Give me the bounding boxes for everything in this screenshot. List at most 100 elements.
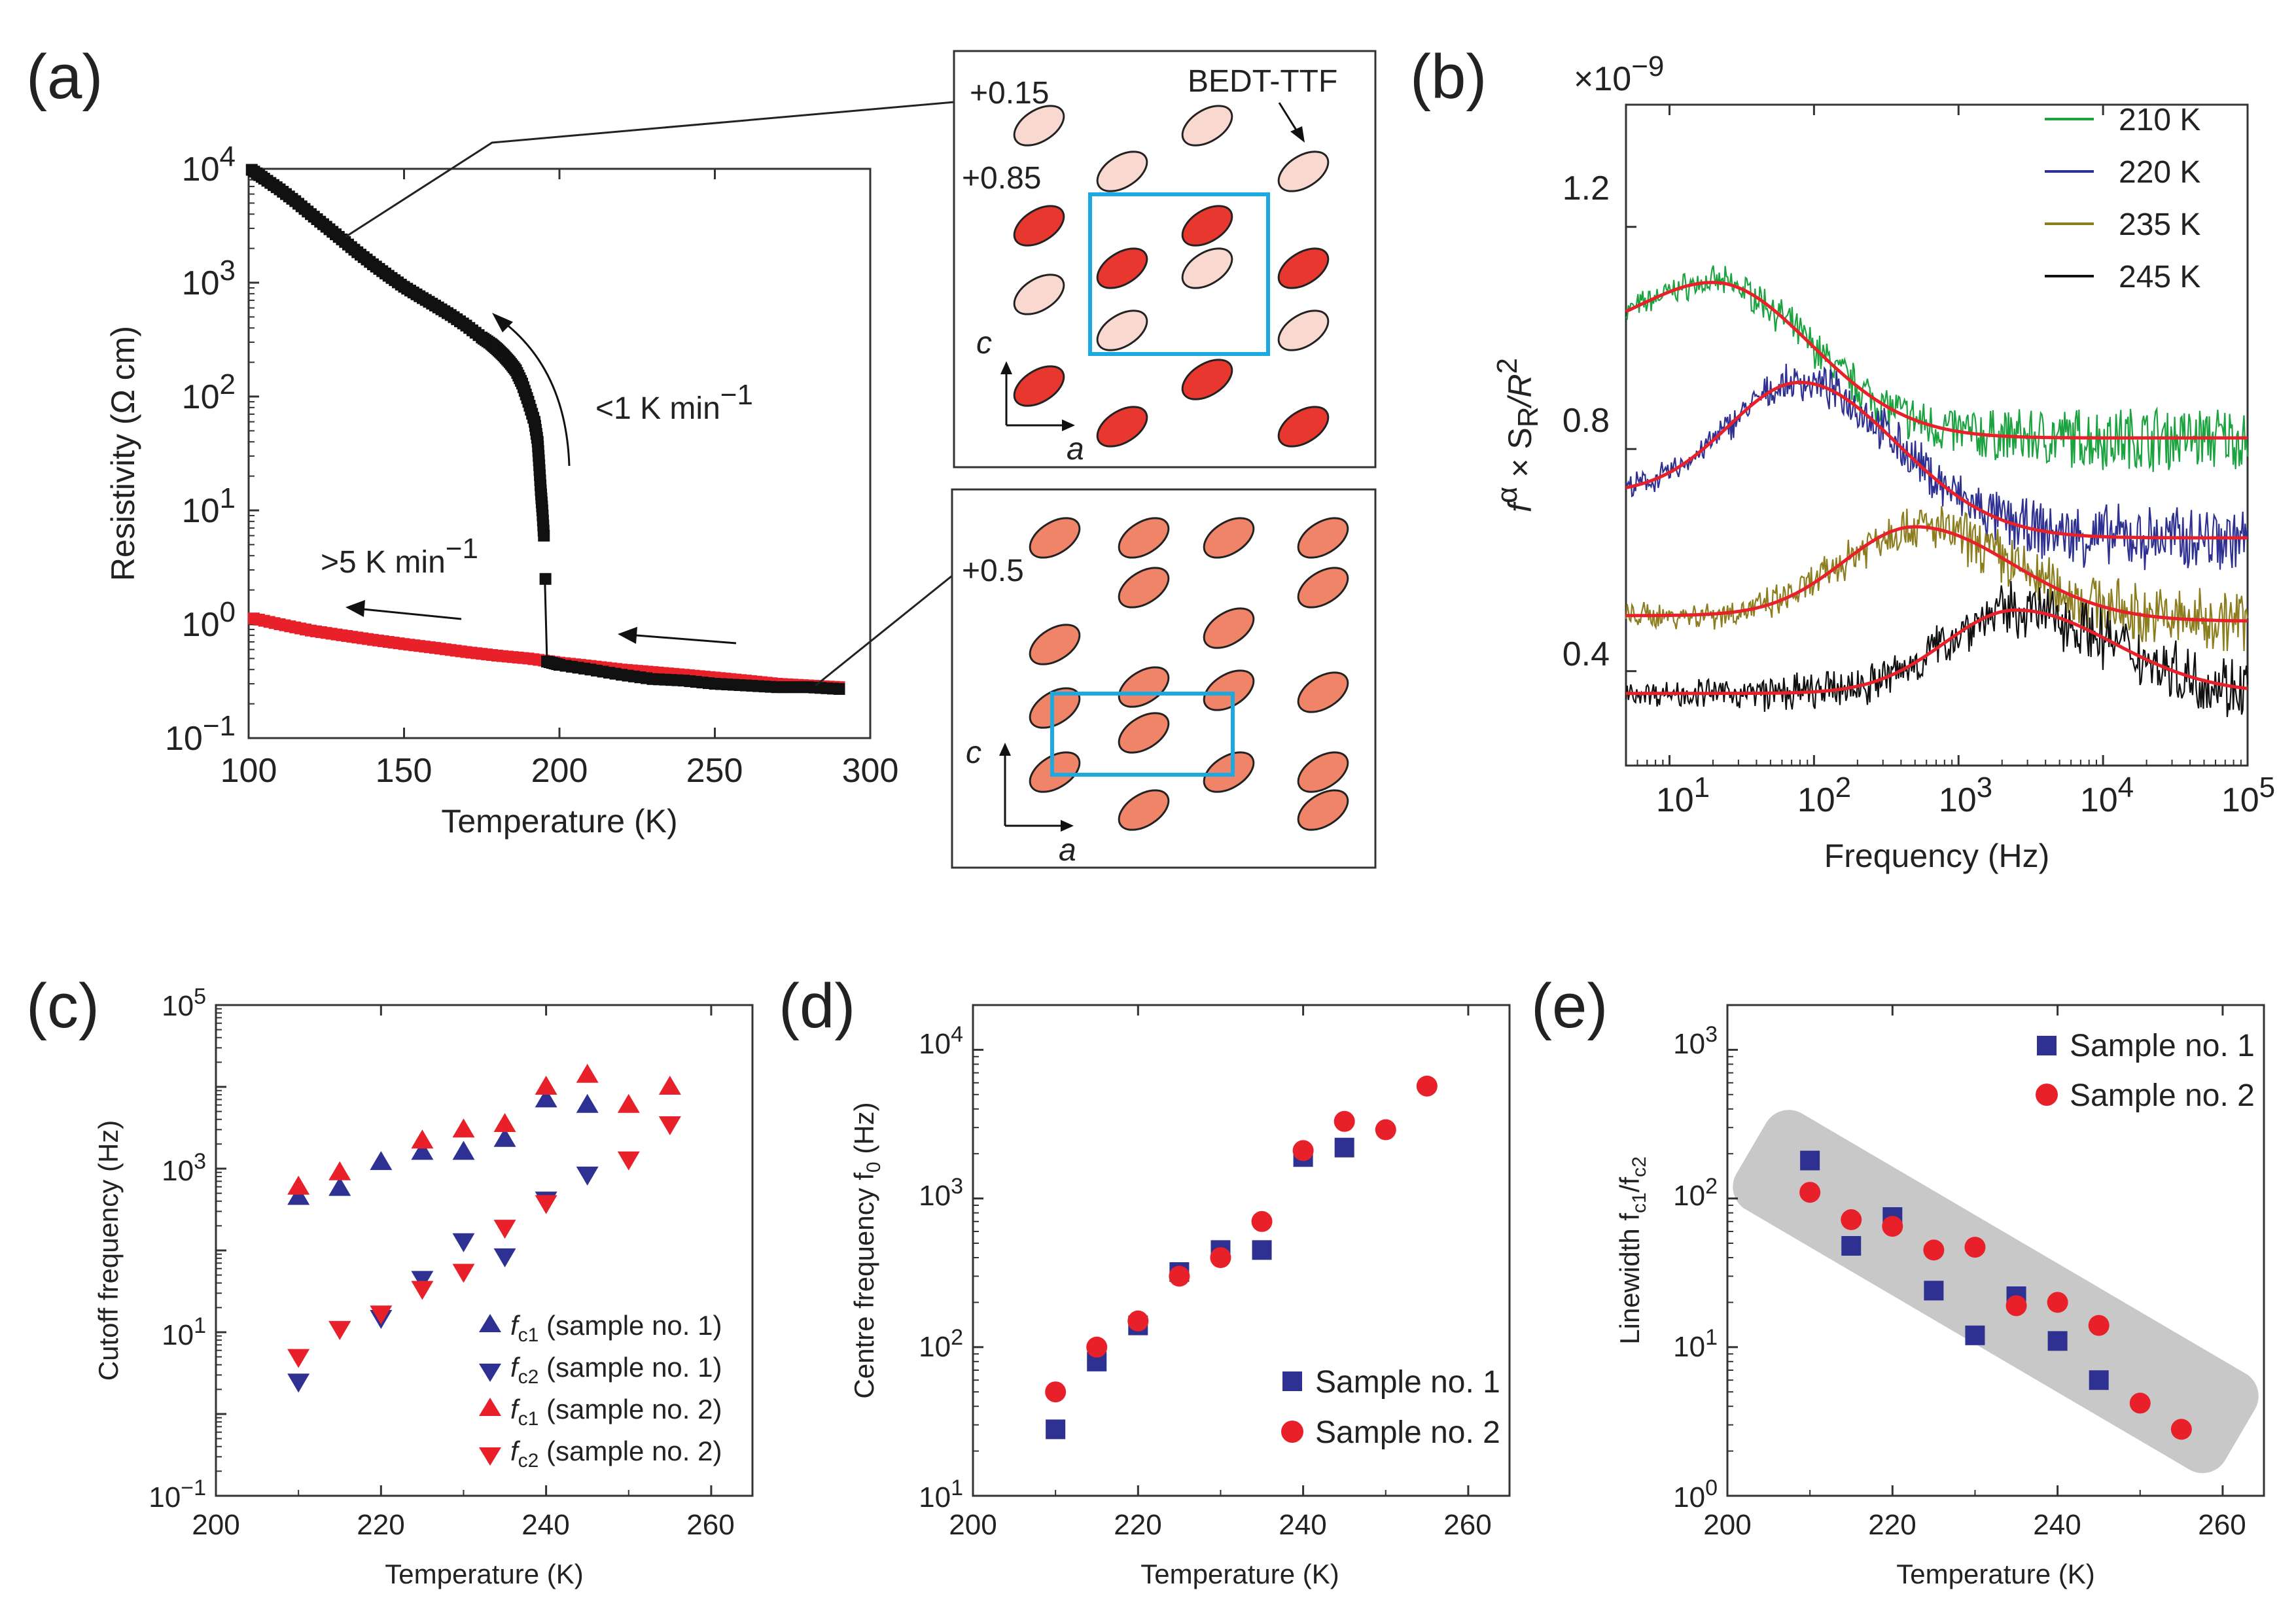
panel-c-label: (c) (26, 971, 99, 1041)
c-axis-head-bottom (999, 743, 1011, 756)
panel-c-point-down (370, 1305, 393, 1325)
panel-c-point-up (493, 1127, 516, 1147)
panel-e-point-circle (1882, 1216, 1903, 1237)
panel-c-point-down (287, 1349, 310, 1368)
panel-e-x-ticks: 200 220 240 260 (1703, 1509, 2246, 1541)
panel-c-legend: fc1 (sample no. 1) fc2 (sample no. 1) fc… (479, 1310, 722, 1472)
legend-c-marker-3 (479, 1398, 501, 1416)
panel-a-label: (a) (26, 42, 103, 112)
panel-d-point-circle (1292, 1140, 1314, 1161)
legend-c-item-3: fc1 (sample no. 2) (510, 1394, 722, 1430)
legend-e-sample-2: Sample no. 2 (2070, 1078, 2255, 1113)
panel-d-point-square (1046, 1419, 1066, 1440)
panel-e-point-square (1924, 1281, 1944, 1301)
panel-c-point-up (411, 1140, 434, 1160)
legend-d-sample-1: Sample no. 1 (1315, 1365, 1500, 1400)
panel-c-point-up (328, 1161, 351, 1180)
panel-d-centre-frequency: (d) 200 220 240 260 104 103 102 101 Temp… (779, 971, 1511, 1589)
panel-e-point-circle (1923, 1239, 1945, 1261)
panel-b-xtick: 102 (1797, 771, 1851, 819)
legend-235k: 235 K (2119, 207, 2200, 242)
panel-d-point-circle (1045, 1381, 1067, 1403)
bedt-ttf-molecule (1297, 751, 1349, 793)
inset-top-unit-cell (1088, 192, 1270, 356)
panel-c-point-down (535, 1195, 557, 1214)
bedt-ttf-molecule (1029, 517, 1081, 559)
panel-c-xtick: 240 (521, 1509, 569, 1541)
panel-b-xtick: 101 (1656, 771, 1710, 819)
bedt-ttf-molecule (1297, 671, 1349, 713)
panel-a-tick-marks (249, 169, 716, 738)
fast-arrow-left (356, 607, 462, 620)
resistivity-slow-point (245, 164, 258, 176)
bedt-ttf-molecule (1118, 567, 1170, 609)
panel-e-legend: Sample no. 1 Sample no. 2 (2036, 1029, 2255, 1113)
legend-c-item-4: fc2 (sample no. 2) (510, 1436, 722, 1472)
bedt-ttf-label: BEDT-TTF (1188, 64, 1337, 99)
panel-a-series (245, 164, 845, 738)
panel-e-point-square (1841, 1236, 1862, 1256)
panel-d-point-circle (1416, 1075, 1438, 1097)
bedt-ttf-molecule (1181, 205, 1233, 247)
panel-d-point-circle (1169, 1265, 1190, 1287)
bedt-ttf-molecule (1013, 274, 1065, 315)
panel-d-ytick: 102 (919, 1325, 963, 1363)
slow-cooling-arrow (497, 316, 571, 467)
panel-c-point-up (658, 1076, 681, 1095)
panel-e-xtick: 260 (2198, 1509, 2246, 1541)
panel-d-xtick: 200 (949, 1509, 997, 1541)
bedt-ttf-molecule (1203, 607, 1255, 649)
panel-e-xtick: 220 (1868, 1509, 1916, 1541)
charge-085-label: +0.85 (962, 161, 1041, 196)
bedt-ttf-molecule (1096, 309, 1148, 351)
bedt-ttf-molecule (1277, 150, 1330, 192)
resistivity-slow-point (539, 573, 552, 585)
panel-e-point-circle (1841, 1209, 1862, 1231)
panel-b-ytick: 1.2 (1563, 169, 1610, 207)
legend-d-square (1282, 1371, 1302, 1391)
panel-e-point-square (2089, 1370, 2109, 1390)
panel-c-points (287, 1063, 681, 1393)
panel-b-xtick: 103 (1939, 771, 1992, 819)
panel-c-point-up (576, 1063, 599, 1083)
legend-220k: 220 K (2119, 155, 2200, 190)
bedt-ttf-molecule (1203, 517, 1255, 559)
a-axis-label: a (1067, 432, 1084, 467)
panel-a-xtick: 150 (376, 752, 433, 790)
panel-c-ytick: 103 (162, 1149, 206, 1187)
legend-c-marker-1 (479, 1314, 501, 1332)
panel-e-xlabel: Temperature (K) (1896, 1559, 2094, 1589)
bedt-ttf-molecule (1096, 150, 1148, 192)
panel-d-point-circle (1210, 1247, 1231, 1269)
panel-a-xtick: 300 (842, 752, 899, 790)
panel-c-point-up (576, 1093, 599, 1113)
panel-d-x-ticks: 200 220 240 260 (949, 1509, 1491, 1541)
panel-c-point-up (617, 1093, 640, 1113)
panel-c-point-up (370, 1151, 393, 1171)
panel-c-point-down (658, 1116, 681, 1135)
panel-d-ytick: 101 (919, 1476, 963, 1513)
panel-c-point-down (411, 1271, 434, 1290)
panel-e-linewidth: (e) 200 220 240 260 103 102 101 100 Temp… (1531, 971, 2265, 1589)
panel-d-point-square (1334, 1137, 1354, 1158)
panel-e-point-circle (2129, 1392, 2151, 1414)
panel-b-y-ticks: 1.2 0.8 0.4 (1563, 169, 1610, 673)
noise-trace-220k (1625, 363, 2249, 571)
panel-a-xtick: 200 (531, 752, 588, 790)
panel-d-point-circle (1086, 1336, 1108, 1358)
inset-bottom-molecules (1029, 517, 1349, 831)
panel-c-point-down (576, 1166, 599, 1186)
panel-e-trend-band (1733, 1110, 2259, 1474)
fit-curve-210k (1625, 281, 2248, 440)
panel-c-point-up (287, 1175, 310, 1195)
panel-a-ytick: 102 (182, 368, 236, 416)
legend-d-circle (1281, 1421, 1303, 1443)
bedt-ttf-molecule (1277, 247, 1330, 289)
panel-c-x-ticks: 200 220 240 260 (192, 1509, 734, 1541)
panel-c-point-down (411, 1281, 434, 1300)
panel-b-xtick: 104 (2080, 771, 2134, 819)
panel-c-ytick: 105 (162, 984, 206, 1022)
panel-e-label: (e) (1531, 971, 1608, 1041)
bedt-ttf-molecule (1277, 309, 1330, 351)
panel-e-plot-frame (1726, 1004, 2265, 1497)
